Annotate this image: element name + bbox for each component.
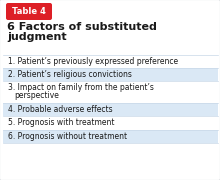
- Text: 6. Prognosis without treatment: 6. Prognosis without treatment: [8, 132, 127, 141]
- FancyBboxPatch shape: [6, 3, 52, 20]
- Bar: [3, 81, 218, 102]
- Text: Table 4: Table 4: [12, 7, 46, 16]
- Bar: [3, 130, 218, 143]
- Bar: [3, 103, 218, 116]
- Bar: [3, 55, 218, 68]
- Bar: [3, 68, 218, 81]
- Text: 2. Patient’s religious convictions: 2. Patient’s religious convictions: [8, 70, 132, 79]
- Bar: [3, 116, 218, 129]
- Text: 4. Probable adverse effects: 4. Probable adverse effects: [8, 105, 113, 114]
- Text: 6 Factors of substituted: 6 Factors of substituted: [7, 22, 157, 32]
- Text: 1. Patient’s previously expressed preference: 1. Patient’s previously expressed prefer…: [8, 57, 178, 66]
- Text: judgment: judgment: [7, 32, 67, 42]
- Text: 3. Impact on family from the patient’s: 3. Impact on family from the patient’s: [8, 83, 154, 92]
- Text: 5. Prognosis with treatment: 5. Prognosis with treatment: [8, 118, 114, 127]
- Text: perspective: perspective: [14, 91, 59, 100]
